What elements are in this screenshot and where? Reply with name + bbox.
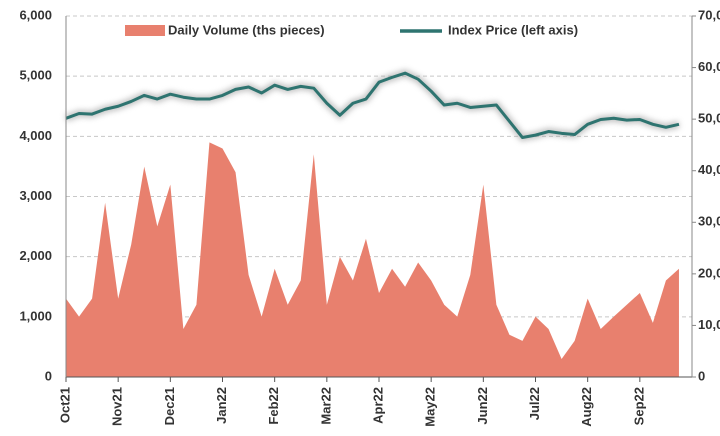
legend-label: Index Price (left axis) [448,22,578,37]
y-tick-label: 6,000 [19,7,52,22]
y-tick-label: 2,000 [19,248,52,263]
y2-tick-label: 70,000 [698,7,720,22]
x-tick-label: Sep22 [631,387,646,425]
x-tick-label: Apr22 [370,387,385,424]
price-line [65,71,680,140]
x-tick-label: Jan22 [214,387,229,424]
y-tick-label: 4,000 [19,128,52,143]
y-tick-label: 0 [45,368,52,383]
x-tick-label: May22 [423,387,438,427]
y-tick-label: 3,000 [19,188,52,203]
x-tick-label: Feb22 [266,387,281,425]
x-tick-label: Dec21 [162,387,177,425]
x-tick-label: Nov21 [110,387,125,426]
volume-area [66,142,679,377]
line-glow [64,69,680,142]
y2-tick-label: 10,000 [698,317,720,332]
y-tick-label: 5,000 [19,68,52,83]
y2-tick-label: 50,000 [698,111,720,126]
x-tick-label: Jul22 [527,387,542,420]
y2-tick-label: 20,000 [698,265,720,280]
legend-label: Daily Volume (ths pieces) [168,22,325,37]
x-tick-label: Aug22 [579,387,594,427]
legend-swatch [125,25,165,36]
x-tick-label: Jun22 [475,387,490,425]
x-tick-label: Mar22 [318,387,333,425]
y2-tick-label: 30,000 [698,214,720,229]
x-tick-label: Oct21 [57,387,72,423]
y-tick-label: 1,000 [19,308,52,323]
y2-tick-label: 40,000 [698,162,720,177]
y2-tick-label: 0 [698,368,705,383]
y2-tick-label: 60,000 [698,59,720,74]
